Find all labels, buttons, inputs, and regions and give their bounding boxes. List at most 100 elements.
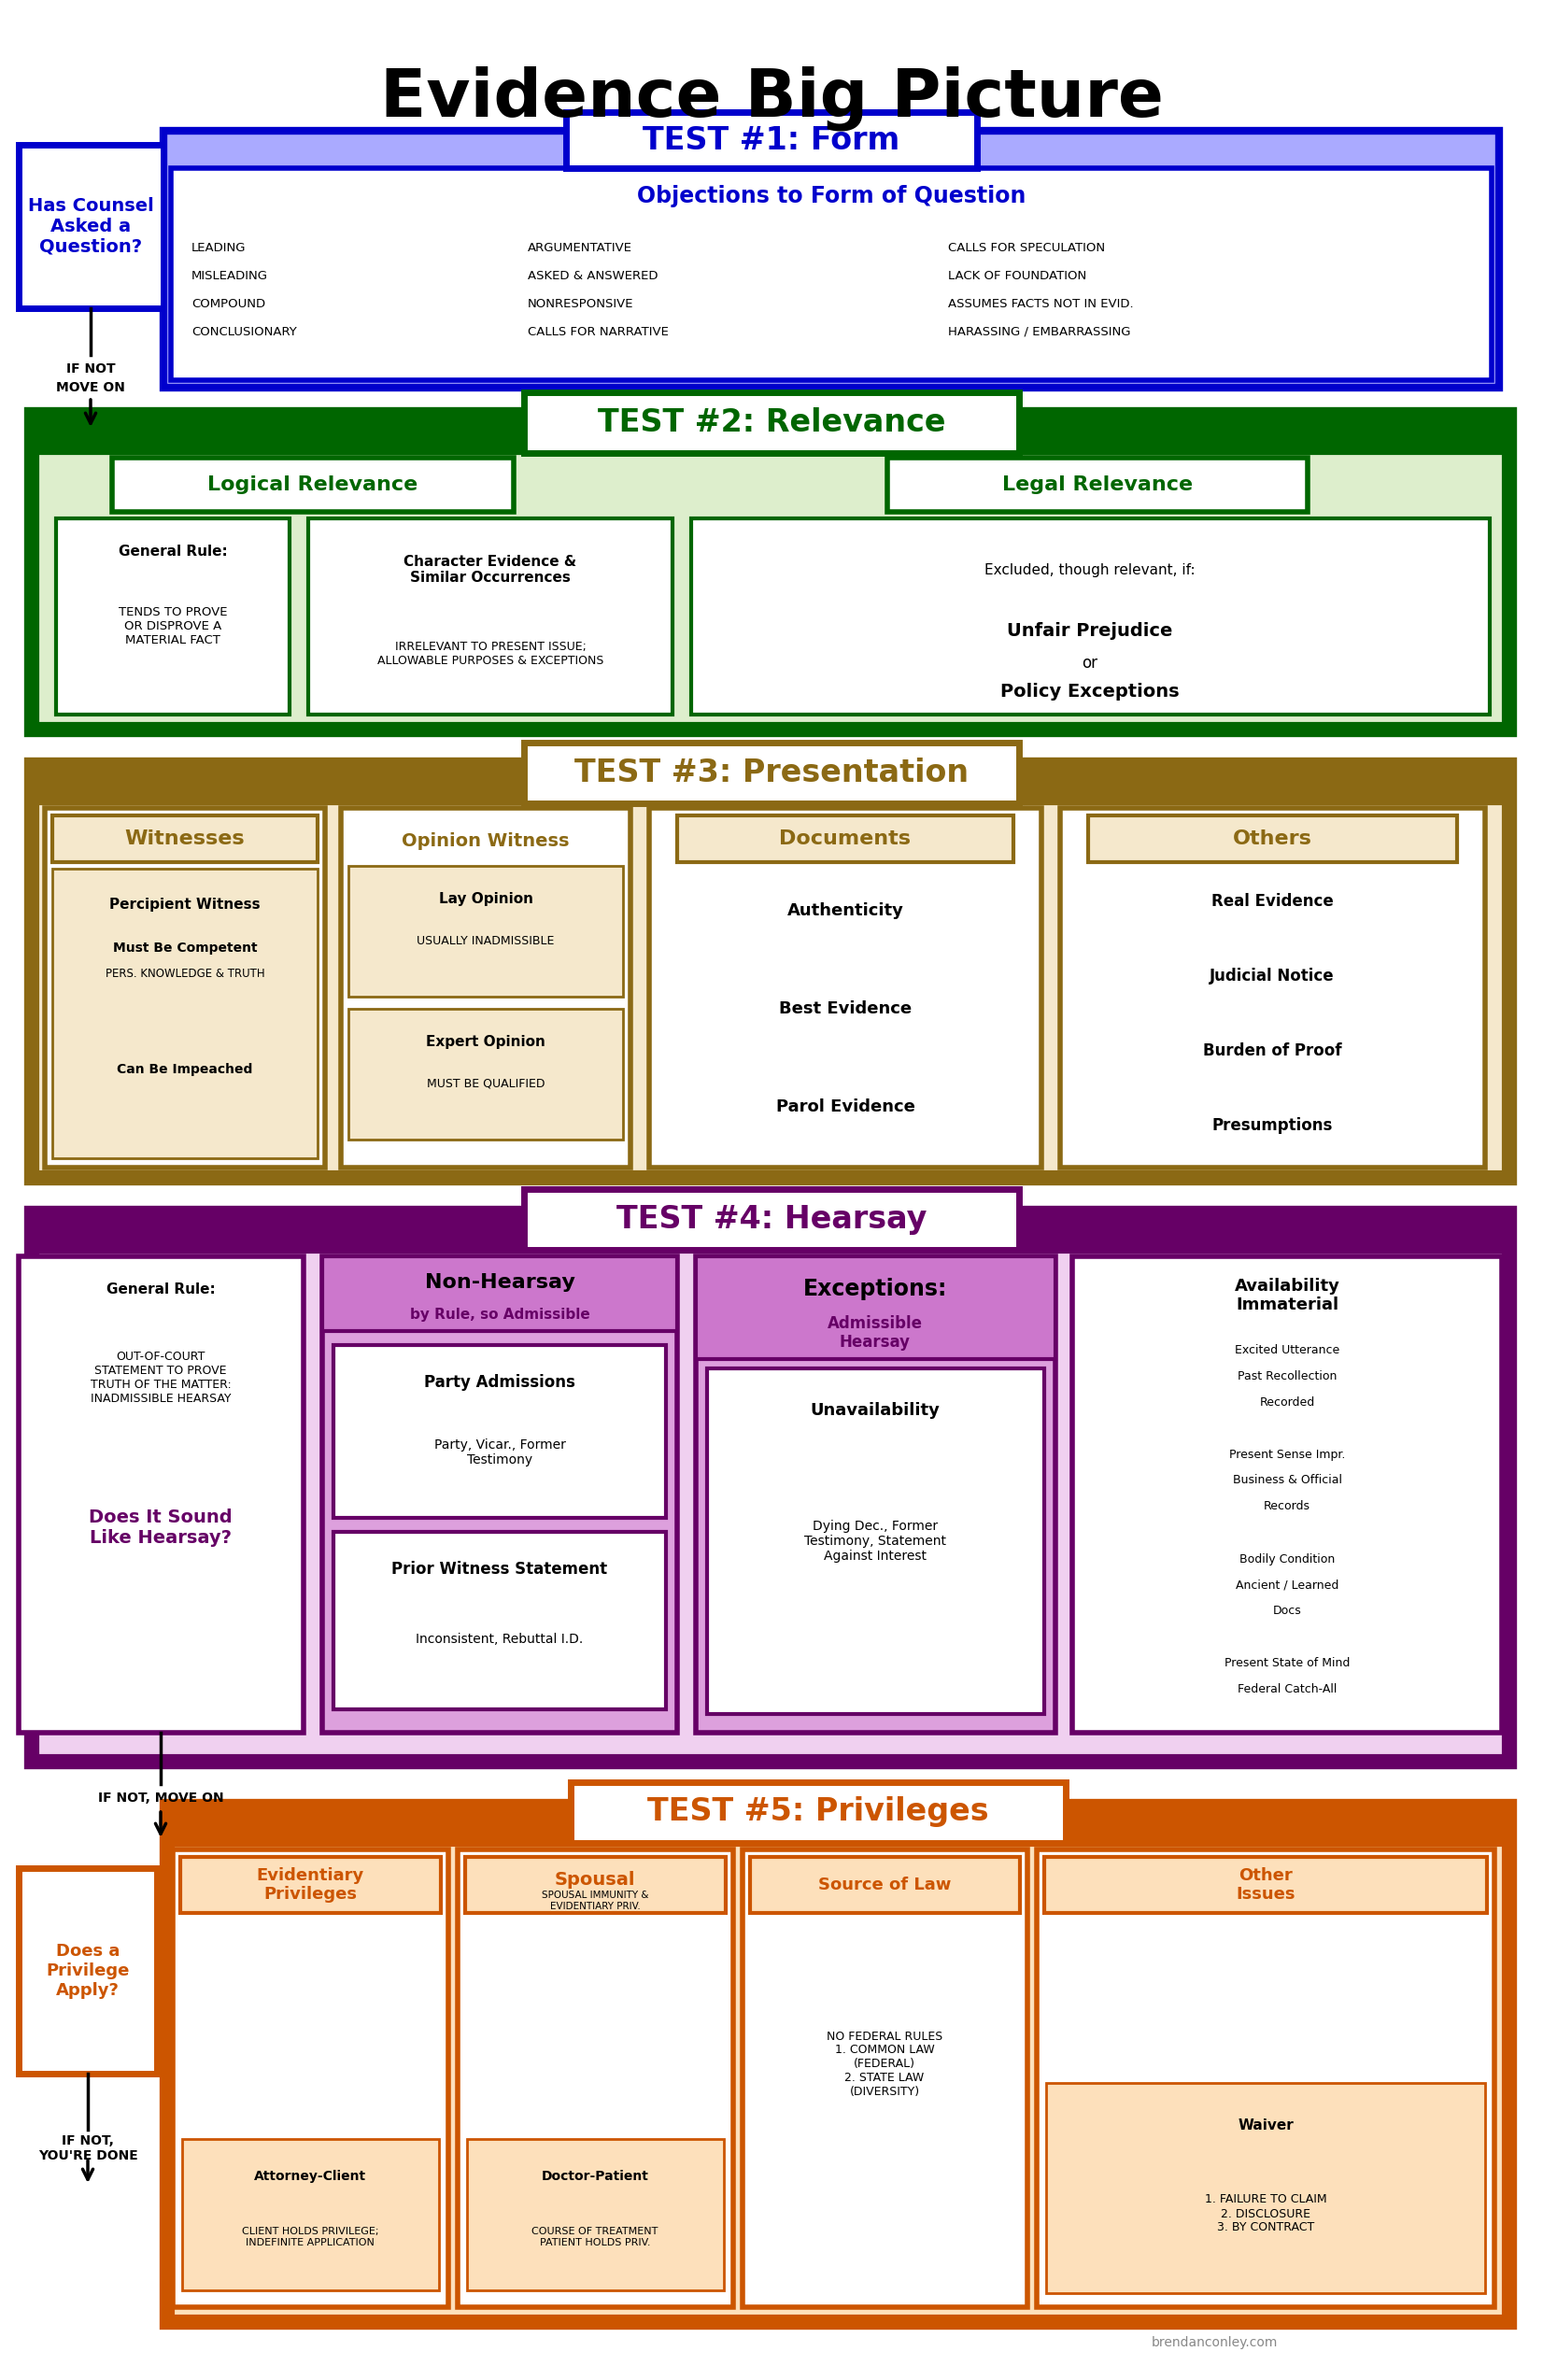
Bar [28, 1209, 1514, 1766]
Text: TEST #3: Presentation: TEST #3: Presentation [574, 757, 969, 788]
Bar [349, 866, 623, 997]
Bar [571, 1783, 1066, 1842]
Text: CALLS FOR SPECULATION: CALLS FOR SPECULATION [947, 240, 1105, 255]
Text: Exceptions:: Exceptions: [802, 1278, 947, 1299]
Bar [333, 1533, 667, 1709]
Bar [173, 1849, 449, 2306]
Text: Admissible
Hearsay: Admissible Hearsay [827, 1314, 923, 1352]
Text: Federal Catch-All: Federal Catch-All [1237, 1683, 1336, 1697]
Text: TEST #4: Hearsay: TEST #4: Hearsay [616, 1204, 927, 1235]
Bar [1072, 1257, 1501, 1733]
Text: Burden of Proof: Burden of Proof [1204, 1042, 1341, 1059]
Text: COURSE OF TREATMENT
PATIENT HOLDS PRIV.: COURSE OF TREATMENT PATIENT HOLDS PRIV. [532, 2228, 659, 2247]
Bar [182, 2140, 440, 2290]
Text: General Rule:: General Rule: [119, 545, 227, 557]
Text: TEST #2: Relevance: TEST #2: Relevance [597, 407, 946, 438]
Text: IRRELEVANT TO PRESENT ISSUE;
ALLOWABLE PURPOSES & EXCEPTIONS: IRRELEVANT TO PRESENT ISSUE; ALLOWABLE P… [376, 640, 603, 666]
Text: NONRESPONSIVE: NONRESPONSIVE [528, 298, 634, 309]
Text: Dying Dec., Former
Testimony, Statement
Against Interest: Dying Dec., Former Testimony, Statement … [804, 1518, 946, 1564]
Text: Spousal: Spousal [554, 1871, 636, 1890]
Text: ASSUMES FACTS NOT IN EVID.: ASSUMES FACTS NOT IN EVID. [947, 298, 1134, 309]
Text: USUALLY INADMISSIBLE: USUALLY INADMISSIBLE [417, 935, 554, 947]
Bar [525, 1190, 1018, 1250]
Bar [468, 2140, 724, 2290]
Text: Present Sense Impr.: Present Sense Impr. [1228, 1449, 1345, 1461]
Bar [750, 1856, 1020, 1914]
Bar [566, 112, 977, 169]
Text: Bodily Condition: Bodily Condition [1239, 1552, 1335, 1566]
Bar [341, 807, 631, 1169]
Text: Policy Exceptions: Policy Exceptions [1000, 683, 1179, 700]
Bar [19, 145, 164, 309]
Text: Witnesses: Witnesses [125, 831, 245, 847]
Text: CLIENT HOLDS PRIVILEGE;
INDEFINITE APPLICATION: CLIENT HOLDS PRIVILEGE; INDEFINITE APPLI… [242, 2228, 378, 2247]
Text: Prior Witness Statement: Prior Witness Statement [392, 1561, 608, 1578]
Text: TEST #1: Form: TEST #1: Form [643, 124, 900, 155]
Text: brendanconley.com: brendanconley.com [1151, 2337, 1278, 2349]
Bar [887, 457, 1307, 512]
Text: Records: Records [1264, 1499, 1310, 1514]
Text: Evidence Big Picture: Evidence Big Picture [380, 67, 1163, 131]
Text: ARGUMENTATIVE: ARGUMENTATIVE [528, 240, 633, 255]
Text: Ancient / Learned: Ancient / Learned [1236, 1578, 1339, 1592]
Bar [52, 869, 318, 1159]
Bar [458, 1849, 733, 2306]
Text: Character Evidence &
Similar Occurrences: Character Evidence & Similar Occurrences [404, 555, 577, 585]
Text: Non-Hearsay: Non-Hearsay [424, 1273, 576, 1292]
Text: Percipient Witness: Percipient Witness [110, 897, 261, 912]
Bar [45, 807, 326, 1169]
Text: by Rule, so Admissible: by Rule, so Admissible [410, 1307, 589, 1321]
Text: CALLS FOR NARRATIVE: CALLS FOR NARRATIVE [528, 326, 668, 338]
Text: TENDS TO PROVE
OR DISPROVE A
MATERIAL FACT: TENDS TO PROVE OR DISPROVE A MATERIAL FA… [119, 607, 227, 645]
Bar [37, 1252, 1504, 1756]
Bar [1037, 1849, 1495, 2306]
Text: Doctor-Patient: Doctor-Patient [542, 2171, 648, 2182]
Bar [113, 457, 514, 512]
Text: Can Be Impeached: Can Be Impeached [117, 1064, 253, 1076]
Text: TEST #5: Privileges: TEST #5: Privileges [648, 1797, 989, 1828]
Text: Present State of Mind: Present State of Mind [1224, 1656, 1350, 1671]
Text: Party Admissions: Party Admissions [424, 1373, 576, 1390]
Text: HARASSING / EMBARRASSING: HARASSING / EMBARRASSING [947, 326, 1131, 338]
Bar [173, 1844, 1504, 2316]
Text: Lay Opinion: Lay Opinion [438, 892, 532, 904]
Text: Must Be Competent: Must Be Competent [113, 942, 258, 954]
Text: Logical Relevance: Logical Relevance [208, 476, 418, 495]
Text: Attorney-Client: Attorney-Client [255, 2171, 366, 2182]
Bar [309, 519, 673, 714]
Text: Excited Utterance: Excited Utterance [1234, 1345, 1339, 1357]
Bar [707, 1368, 1045, 1714]
Text: Unavailability: Unavailability [810, 1402, 940, 1418]
Text: Other
Issues: Other Issues [1236, 1866, 1295, 1904]
Bar [525, 743, 1018, 804]
Text: Excluded, though relevant, if:: Excluded, though relevant, if: [984, 562, 1196, 576]
Text: Does It Sound
Like Hearsay?: Does It Sound Like Hearsay? [89, 1509, 233, 1547]
Text: Party, Vicar., Former
Testimony: Party, Vicar., Former Testimony [434, 1438, 565, 1466]
Text: Recorded: Recorded [1259, 1397, 1315, 1409]
Bar [37, 452, 1504, 724]
Text: Source of Law: Source of Law [818, 1875, 950, 1894]
Bar [19, 1257, 304, 1733]
Bar [37, 804, 1504, 1173]
Text: Best Evidence: Best Evidence [779, 1000, 912, 1016]
Text: MOVE ON: MOVE ON [56, 381, 125, 395]
Text: Objections to Form of Question: Objections to Form of Question [637, 186, 1026, 207]
Text: Expert Opinion: Expert Opinion [426, 1035, 545, 1050]
Text: Docs: Docs [1273, 1604, 1301, 1618]
Text: Evidentiary
Privileges: Evidentiary Privileges [256, 1866, 364, 1904]
Text: or: or [1082, 654, 1099, 671]
Text: NO FEDERAL RULES
1. COMMON LAW
(FEDERAL)
2. STATE LAW
(DIVERSITY): NO FEDERAL RULES 1. COMMON LAW (FEDERAL)… [827, 2030, 943, 2099]
Text: Others: Others [1233, 831, 1312, 847]
Text: Authenticity: Authenticity [787, 902, 904, 919]
Bar [677, 816, 1014, 862]
Bar [171, 169, 1492, 381]
Text: COMPOUND: COMPOUND [191, 298, 265, 309]
Text: OUT-OF-COURT
STATEMENT TO PROVE
TRUTH OF THE MATTER:
INADMISSIBLE HEARSAY: OUT-OF-COURT STATEMENT TO PROVE TRUTH OF… [89, 1352, 231, 1404]
Bar [56, 519, 290, 714]
Text: Opinion Witness: Opinion Witness [401, 831, 569, 850]
Text: IF NOT: IF NOT [66, 362, 116, 376]
Bar [464, 1856, 725, 1914]
Text: Real Evidence: Real Evidence [1211, 892, 1333, 909]
Bar [650, 807, 1042, 1169]
Bar [742, 1849, 1028, 2306]
